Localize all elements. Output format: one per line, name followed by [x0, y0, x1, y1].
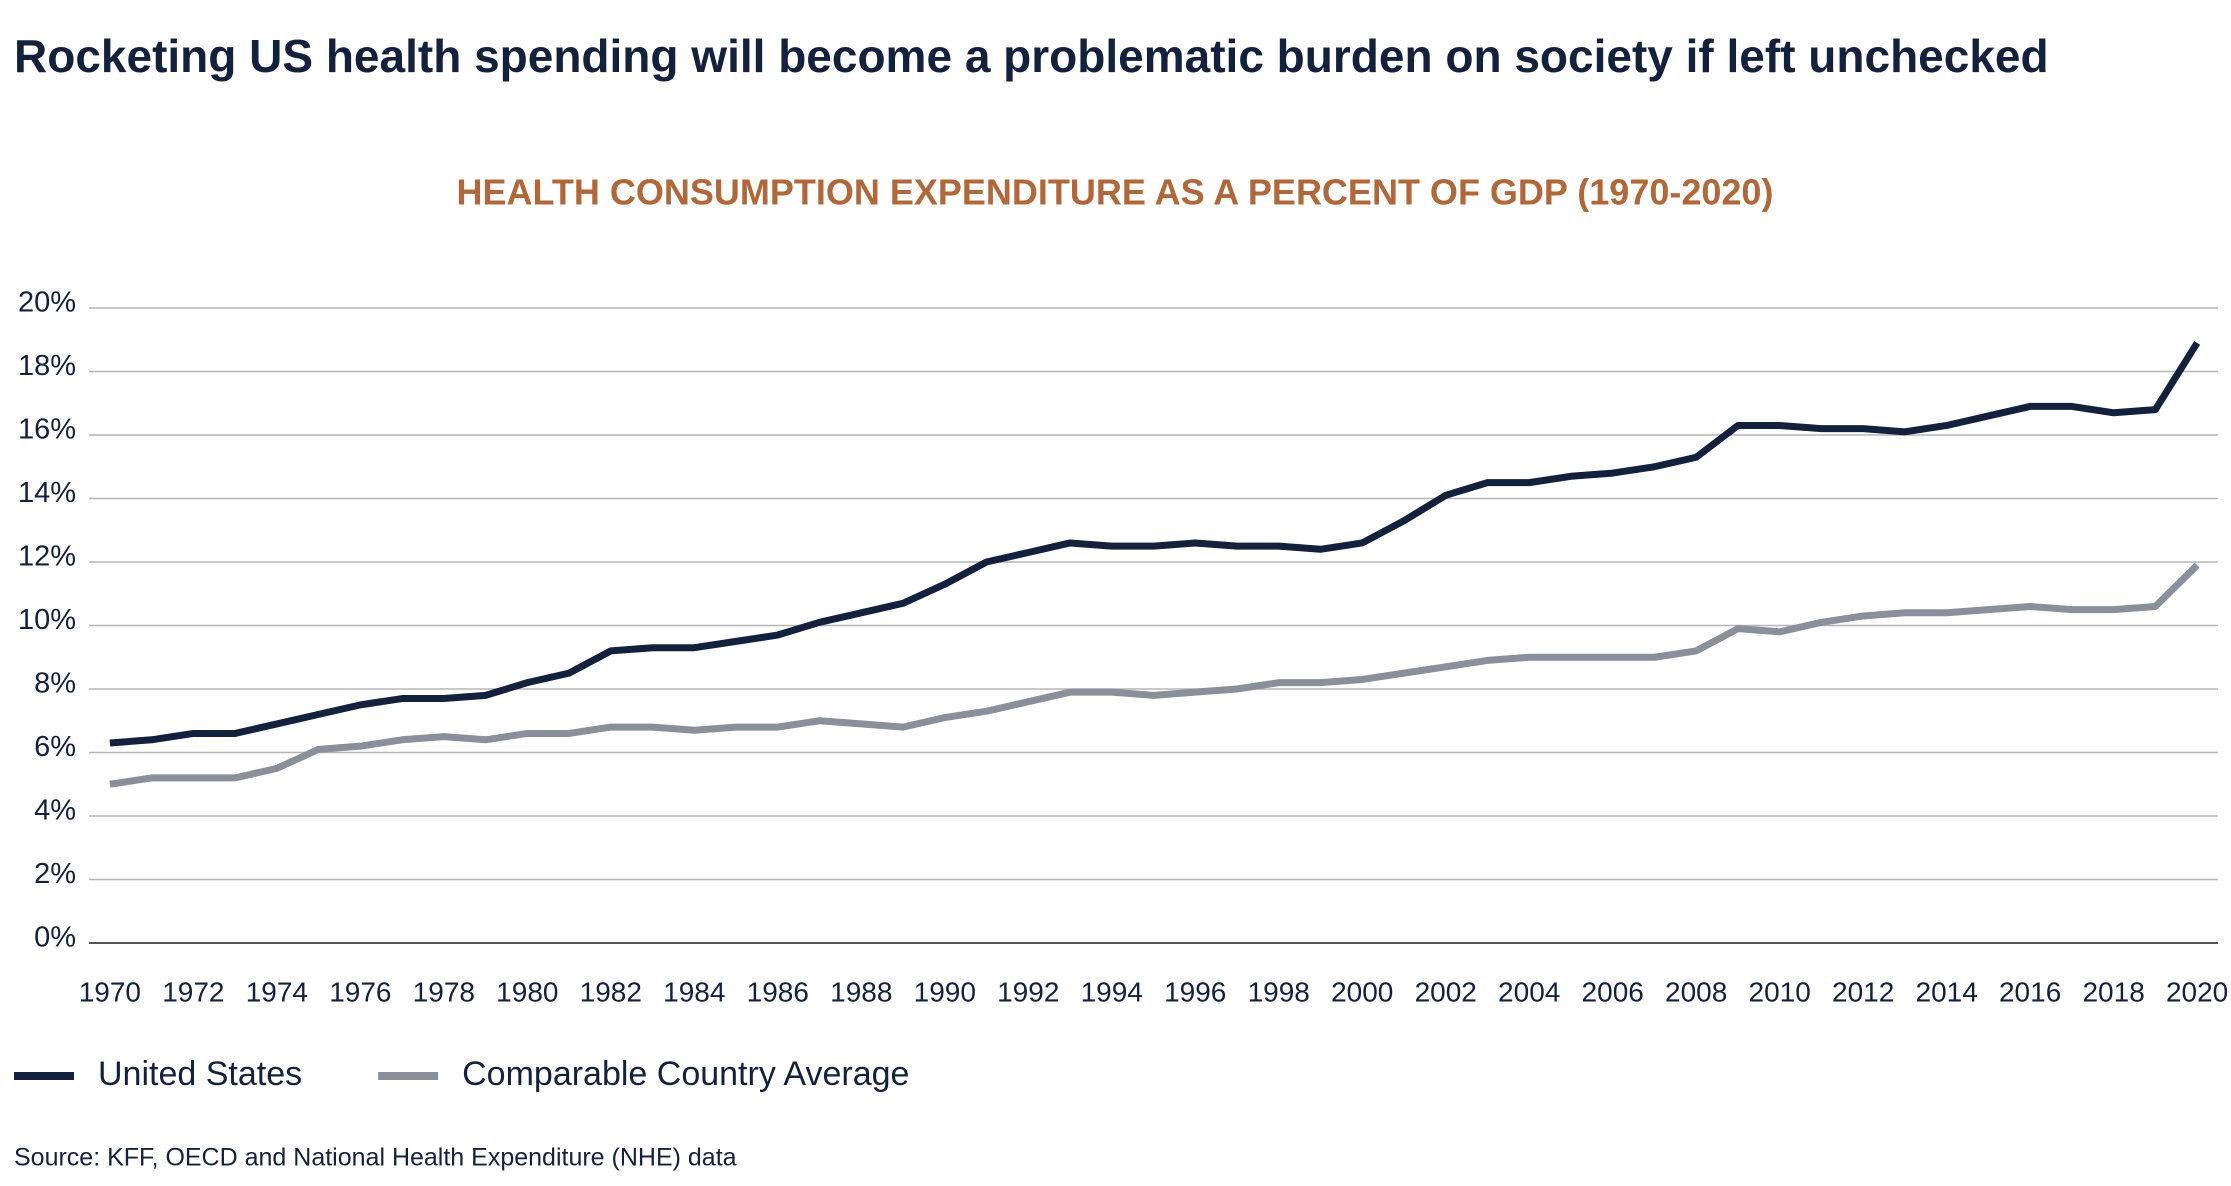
- y-tick-label: 10%: [18, 604, 76, 636]
- x-tick-label: 1994: [1081, 976, 1143, 1007]
- x-tick-label: 1988: [830, 976, 892, 1007]
- x-tick-label: 1986: [747, 976, 809, 1007]
- y-tick-label: 18%: [18, 350, 76, 382]
- y-tick-label: 14%: [18, 477, 76, 509]
- x-tick-label: 2008: [1665, 976, 1727, 1007]
- x-tick-label: 1976: [329, 976, 391, 1007]
- x-tick-label: 2020: [2166, 976, 2228, 1007]
- x-tick-label: 2010: [1749, 976, 1811, 1007]
- x-tick-label: 1992: [997, 976, 1059, 1007]
- x-tick-label: 1984: [663, 976, 725, 1007]
- x-tick-label: 1982: [580, 976, 642, 1007]
- y-tick-label: 6%: [34, 731, 76, 763]
- y-tick-label: 4%: [34, 795, 76, 827]
- source-note: Source: KFF, OECD and National Health Ex…: [14, 1144, 737, 1172]
- x-tick-label: 2002: [1415, 976, 1477, 1007]
- y-tick-label: 20%: [18, 287, 76, 319]
- x-tick-label: 2016: [1999, 976, 2061, 1007]
- x-tick-label: 1972: [162, 976, 224, 1007]
- x-tick-label: 1998: [1248, 976, 1310, 1007]
- y-tick-label: 12%: [18, 541, 76, 573]
- y-tick-label: 0%: [34, 922, 76, 954]
- x-tick-label: 1980: [496, 976, 558, 1007]
- series-line: [109, 341, 2201, 747]
- chart-title: Rocketing US health spending will become…: [14, 30, 2049, 82]
- y-tick-label: 16%: [18, 414, 76, 446]
- y-tick-label: 8%: [34, 668, 76, 700]
- x-tick-label: 2018: [2082, 976, 2144, 1007]
- x-tick-label: 1990: [914, 976, 976, 1007]
- legend-label: United States: [98, 1055, 302, 1093]
- x-tick-label: 1970: [79, 976, 141, 1007]
- y-tick-label: 2%: [34, 858, 76, 890]
- x-tick-label: 2006: [1582, 976, 1644, 1007]
- legend-label: Comparable Country Average: [462, 1055, 909, 1093]
- x-tick-label: 1978: [413, 976, 475, 1007]
- x-tick-label: 2012: [1832, 976, 1894, 1007]
- series-line: [109, 562, 2200, 788]
- chart-subtitle: HEALTH CONSUMPTION EXPENDITURE AS A PERC…: [457, 172, 1774, 213]
- x-tick-label: 1996: [1164, 976, 1226, 1007]
- x-tick-label: 1974: [246, 976, 308, 1007]
- x-tick-label: 2004: [1498, 976, 1560, 1007]
- x-tick-label: 2014: [1916, 976, 1978, 1007]
- x-tick-label: 2000: [1331, 976, 1393, 1007]
